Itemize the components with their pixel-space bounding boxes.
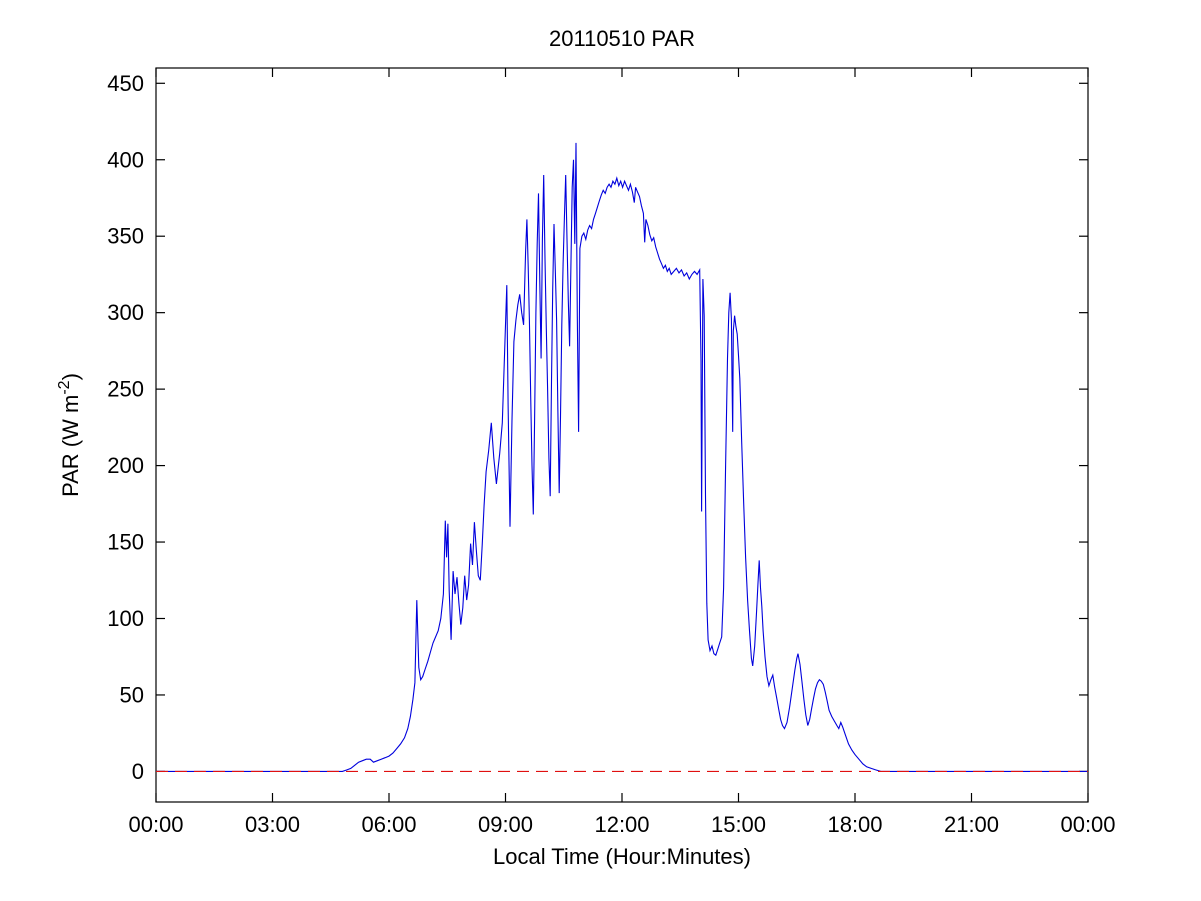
- y-tick-marks: [156, 82, 1088, 773]
- y-tick-label: 300: [107, 300, 144, 325]
- y-axis-label-prefix: PAR (W m: [58, 395, 83, 497]
- plot-area-border: [155, 67, 1089, 803]
- y-axis-label-suffix: ): [58, 373, 83, 380]
- par-series-line: [156, 142, 1088, 772]
- x-tick-label: 15:00: [711, 812, 766, 837]
- y-tick-label: 200: [107, 453, 144, 478]
- x-tick-label: 06:00: [361, 812, 416, 837]
- x-tick-labels: 00:00 03:00 06:00 09:00 12:00 15:00 18:00 21:00…: [128, 812, 1115, 837]
- x-tick-label: 18:00: [827, 812, 882, 837]
- y-tick-label: 150: [107, 530, 144, 555]
- x-tick-label: 12:00: [594, 812, 649, 837]
- y-tick-label: 250: [107, 377, 144, 402]
- x-tick-label: 21:00: [944, 812, 999, 837]
- y-tick-label: 100: [107, 606, 144, 631]
- y-tick-label: 350: [107, 224, 144, 249]
- x-axis-label: Local Time (Hour:Minutes): [493, 844, 751, 869]
- y-tick-label: 0: [132, 759, 144, 784]
- y-axis-label: PAR (W m-2): [56, 373, 83, 497]
- x-tick-label: 03:00: [245, 812, 300, 837]
- x-tick-marks: [155, 68, 1089, 802]
- chart-title: 20110510 PAR: [549, 26, 695, 51]
- y-tick-label: 50: [120, 682, 144, 707]
- x-tick-label: 00:00: [128, 812, 183, 837]
- x-tick-label: 09:00: [478, 812, 533, 837]
- y-tick-labels: 0 50 100 150 200 250 300 350 400 450: [107, 71, 144, 784]
- x-tick-label: 00:00: [1060, 812, 1115, 837]
- y-tick-label: 450: [107, 71, 144, 96]
- y-tick-label: 400: [107, 147, 144, 172]
- y-axis-label-superscript: -2: [56, 380, 73, 394]
